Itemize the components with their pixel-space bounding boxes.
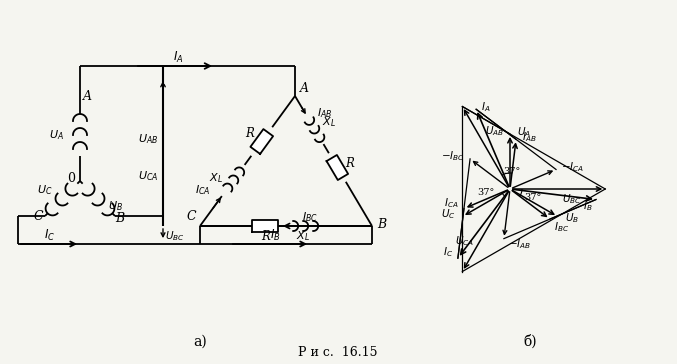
Polygon shape bbox=[326, 155, 348, 180]
Text: $-I_{CA}$: $-I_{CA}$ bbox=[561, 161, 584, 174]
Text: C: C bbox=[33, 210, 43, 222]
Text: $U_{BC}$: $U_{BC}$ bbox=[562, 192, 582, 206]
Text: 37°: 37° bbox=[525, 193, 542, 202]
Text: $-I_{AB}$: $-I_{AB}$ bbox=[508, 237, 531, 250]
Text: $U_A$: $U_A$ bbox=[49, 128, 64, 142]
Text: A: A bbox=[83, 91, 91, 103]
Text: 37°: 37° bbox=[504, 167, 521, 176]
Text: $U_{BC}$: $U_{BC}$ bbox=[165, 229, 185, 243]
Polygon shape bbox=[250, 129, 273, 154]
Text: $I_C$: $I_C$ bbox=[45, 228, 56, 242]
Text: Р и с.  16.15: Р и с. 16.15 bbox=[299, 345, 378, 359]
Text: 37°: 37° bbox=[477, 188, 494, 197]
Text: $I_{AB}$: $I_{AB}$ bbox=[522, 130, 537, 144]
Text: $U_{AB}$: $U_{AB}$ bbox=[485, 124, 504, 138]
Text: $I_A$: $I_A$ bbox=[481, 100, 491, 114]
Text: $U_B$: $U_B$ bbox=[108, 199, 123, 213]
Polygon shape bbox=[253, 220, 278, 232]
Text: B: B bbox=[116, 213, 125, 226]
Text: R: R bbox=[245, 127, 254, 140]
Text: $X_L$: $X_L$ bbox=[209, 171, 223, 185]
Text: R: R bbox=[345, 157, 354, 170]
Text: $I_B$: $I_B$ bbox=[269, 228, 280, 242]
Text: C: C bbox=[186, 210, 196, 223]
Text: $X_L$: $X_L$ bbox=[322, 116, 336, 129]
Text: $I_A$: $I_A$ bbox=[173, 50, 183, 64]
Text: $U_B$: $U_B$ bbox=[565, 211, 579, 225]
Text: $I_{AB}$: $I_{AB}$ bbox=[318, 106, 333, 120]
Text: а): а) bbox=[193, 335, 207, 349]
Text: $U_{CA}$: $U_{CA}$ bbox=[455, 234, 474, 248]
Text: $U_C$: $U_C$ bbox=[441, 207, 456, 221]
Text: R: R bbox=[261, 229, 270, 242]
Text: $I_C$: $I_C$ bbox=[443, 245, 453, 259]
Text: $I_{CA}$: $I_{CA}$ bbox=[196, 183, 211, 197]
Text: $U_{AB}$: $U_{AB}$ bbox=[137, 132, 158, 146]
Text: $-I_{BC}$: $-I_{BC}$ bbox=[441, 149, 465, 163]
Text: $U_{CA}$: $U_{CA}$ bbox=[137, 169, 158, 183]
Text: A: A bbox=[300, 82, 309, 95]
Text: $I_{BC}$: $I_{BC}$ bbox=[554, 220, 569, 234]
Text: 0: 0 bbox=[67, 173, 75, 186]
Text: б): б) bbox=[523, 335, 537, 349]
Text: $I_B$: $I_B$ bbox=[584, 200, 593, 213]
Text: $X_L$: $X_L$ bbox=[297, 229, 310, 243]
Text: $I_{BC}$: $I_{BC}$ bbox=[302, 210, 318, 224]
Text: $U_C$: $U_C$ bbox=[37, 183, 53, 197]
Text: $I_{CA}$: $I_{CA}$ bbox=[444, 197, 459, 210]
Text: B: B bbox=[377, 218, 386, 230]
Text: $U_A$: $U_A$ bbox=[517, 125, 531, 139]
